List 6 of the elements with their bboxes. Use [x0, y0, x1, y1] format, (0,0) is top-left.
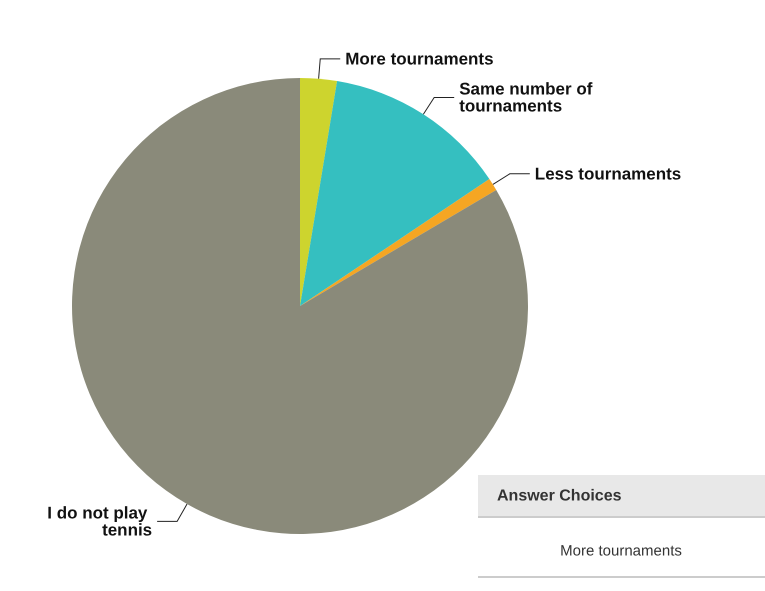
- text: Answer Choices: [497, 488, 622, 504]
- slice-label: More tournaments: [345, 49, 494, 68]
- slice-label: Less tournaments: [534, 164, 682, 184]
- text: More tournaments: [560, 542, 682, 560]
- slice-label: Same number of tournaments: [459, 79, 598, 116]
- slice-label: I do not play tennis: [47, 503, 152, 540]
